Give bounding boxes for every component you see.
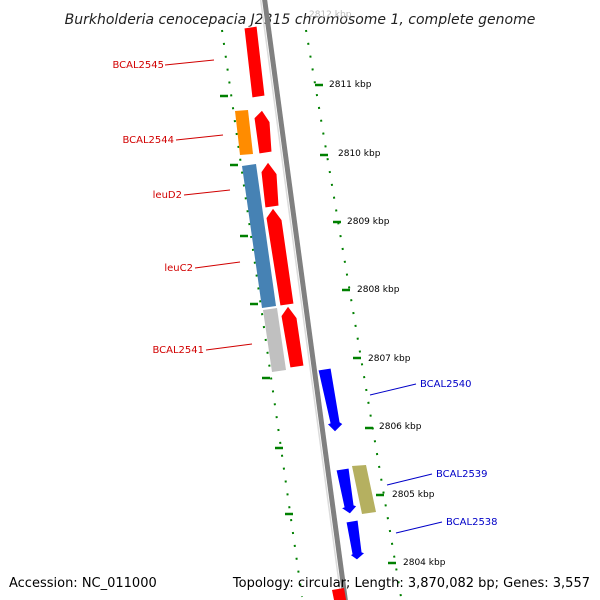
kbp-labels: 2811 kbp 2810 kbp 2809 kbp 2808 kbp 2807… bbox=[329, 80, 446, 568]
gene-label-bcal2544[interactable]: BCAL2544 bbox=[122, 135, 174, 146]
kbp-label: 2808 kbp bbox=[357, 285, 400, 295]
gene-arrow-bcal2539[interactable] bbox=[335, 467, 358, 515]
gene-arrow-bcal2540[interactable] bbox=[317, 367, 344, 433]
gene-label-bcal2545[interactable]: BCAL2545 bbox=[112, 60, 164, 71]
gene-arrow-bcal2538[interactable] bbox=[345, 519, 366, 561]
cog-strip-bcal2544 bbox=[235, 110, 253, 155]
genome-summary-text: Topology: circular; Length: 3,870,082 bp… bbox=[232, 576, 590, 591]
cog-strip-leu bbox=[242, 164, 276, 308]
gene-labels: BCAL2545 BCAL2544 leuD2 leuC2 BCAL2541 B… bbox=[112, 60, 497, 528]
gene-label-bcal2541[interactable]: BCAL2541 bbox=[152, 345, 204, 356]
gene-arrow-bcal2544[interactable] bbox=[253, 109, 273, 155]
kbp-label: 2805 kbp bbox=[392, 490, 435, 500]
gene-label-bcal2539[interactable]: BCAL2539 bbox=[436, 469, 488, 480]
kbp-label: 2804 kbp bbox=[403, 558, 446, 568]
gene-arrow-leuc2[interactable] bbox=[265, 207, 295, 307]
inner-major-ticks bbox=[220, 94, 293, 516]
gene-label-bcal2538[interactable]: BCAL2538 bbox=[446, 517, 498, 528]
inner-tick-ring bbox=[221, 29, 303, 598]
gene-arrow-bcal2541[interactable] bbox=[280, 305, 305, 369]
gene-arrow-bcal2545[interactable] bbox=[243, 25, 266, 99]
major-ticks bbox=[315, 83, 396, 565]
gene-arrow-leud2[interactable] bbox=[260, 161, 280, 209]
accession-text: Accession: NC_011000 bbox=[9, 576, 157, 591]
kbp-label: 2806 kbp bbox=[379, 422, 422, 432]
gene-label-leuc2[interactable]: leuC2 bbox=[164, 263, 193, 274]
gene-arrow-bottom bbox=[332, 588, 347, 600]
kbp-label: 2810 kbp bbox=[338, 149, 381, 159]
cog-strip-bcal2541 bbox=[263, 308, 286, 372]
outer-tick-ring bbox=[305, 29, 402, 598]
kbp-label-faded: 2812 kbp bbox=[309, 10, 352, 20]
kbp-label: 2811 kbp bbox=[329, 80, 372, 90]
kbp-label: 2807 kbp bbox=[368, 354, 411, 364]
reverse-strand-genes bbox=[235, 25, 347, 600]
gene-label-bcal2540[interactable]: BCAL2540 bbox=[420, 379, 472, 390]
map-title: Burkholderia cenocepacia J2315 chromosom… bbox=[65, 12, 536, 28]
label-leader-lines bbox=[164, 59, 443, 534]
gene-label-leud2[interactable]: leuD2 bbox=[153, 190, 182, 201]
genome-backbone bbox=[259, 0, 348, 600]
forward-strand-genes bbox=[317, 367, 376, 561]
cog-strip-bcal2539 bbox=[352, 465, 376, 514]
kbp-label: 2809 kbp bbox=[347, 217, 390, 227]
